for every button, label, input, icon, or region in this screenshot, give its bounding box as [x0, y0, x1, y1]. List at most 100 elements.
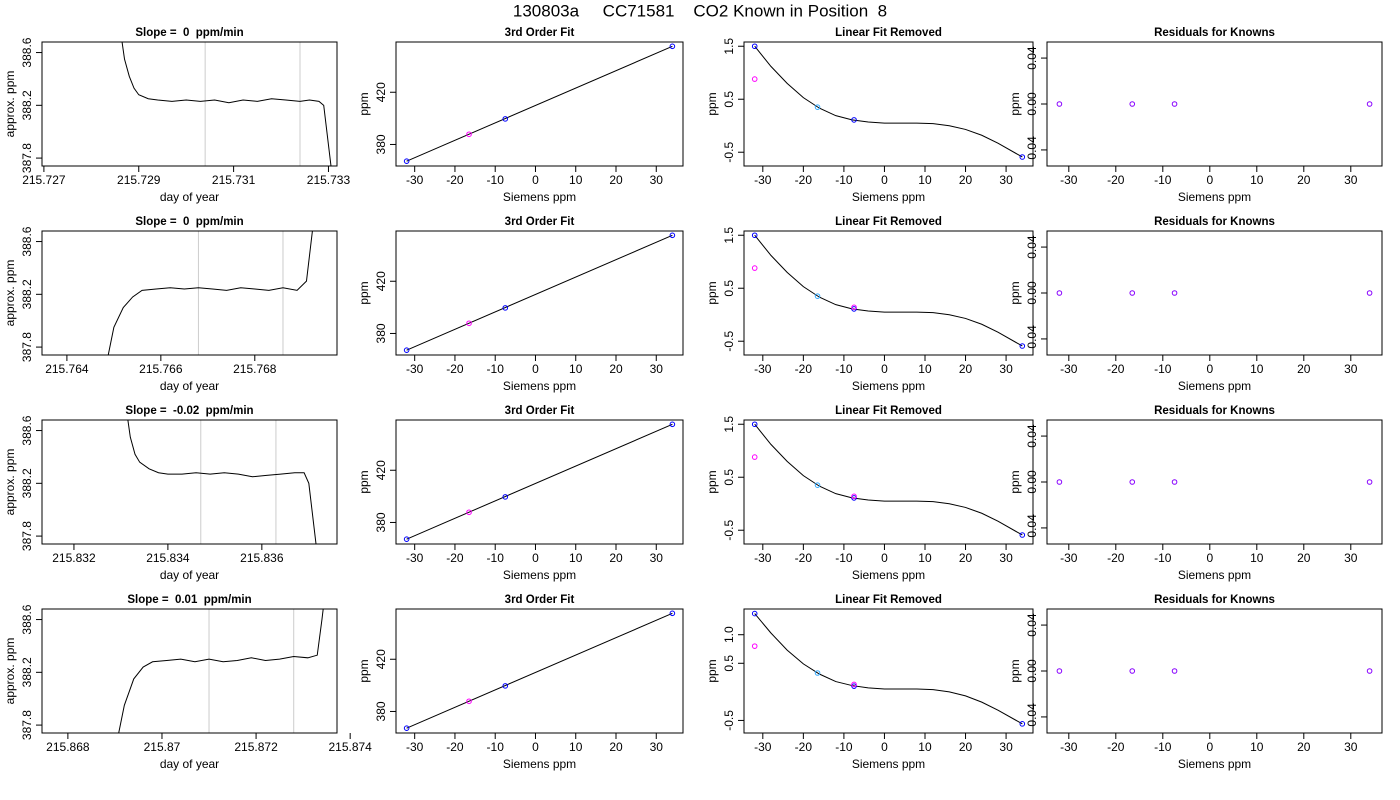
x-tick-label: 30 [999, 740, 1013, 754]
y-axis-label: ppm [705, 470, 719, 493]
plot-frame [395, 419, 684, 545]
data-point [1129, 479, 1136, 485]
x-tick-label: 0 [532, 551, 539, 565]
panel-title: Slope = 0 ppm/min [135, 27, 243, 39]
x-tick-label: -20 [446, 173, 464, 187]
data-point [1019, 532, 1026, 538]
y-tick-label: 0.5 [722, 655, 736, 672]
data-line [754, 423, 1023, 536]
x-tick-label: 20 [609, 551, 623, 565]
data-line [754, 234, 1023, 347]
data-point [751, 454, 758, 460]
y-tick-label: 420 [374, 271, 388, 291]
panel: Slope = -0.02 ppm/min day of year approx. … [3, 405, 338, 582]
plot-frame [743, 608, 1034, 734]
data-line [406, 612, 673, 729]
x-tick-label: 20 [959, 173, 973, 187]
panel-title: Residuals for Knowns [1154, 216, 1275, 228]
y-axis-label: ppm [357, 92, 371, 115]
panel-title: Slope = 0 ppm/min [135, 216, 243, 228]
x-tick-label: -10 [487, 173, 505, 187]
data-line [406, 423, 673, 540]
x-tick-label: 10 [569, 551, 583, 565]
x-tick-label: -30 [1060, 551, 1078, 565]
plot-area [1056, 668, 1373, 674]
plot-area [403, 43, 676, 164]
x-tick-label: 215.868 [46, 740, 90, 754]
y-tick-label: -0.04 [1025, 703, 1039, 731]
data-point [751, 643, 758, 649]
panel: Residuals for Knowns Siemens ppm ppm -30 -20… [1008, 27, 1383, 204]
plot-area [118, 609, 324, 733]
y-axis-label: ppm [1008, 470, 1022, 493]
y-tick-label: 388.6 [20, 37, 34, 67]
panel: Linear Fit Removed Siemens ppm ppm -30 -20 -1… [705, 405, 1034, 582]
y-tick-label: 0.04 [1025, 613, 1039, 637]
y-tick-label: 0.00 [1025, 281, 1039, 305]
data-line [121, 42, 332, 166]
data-line [118, 609, 324, 733]
x-tick-label: 215.766 [139, 362, 183, 376]
x-tick-label: 20 [959, 740, 973, 754]
x-tick-label: -20 [446, 362, 464, 376]
x-tick-label: -10 [1154, 551, 1172, 565]
y-tick-label: 0.5 [722, 91, 736, 108]
x-tick-label: -10 [835, 551, 853, 565]
data-point [669, 421, 676, 428]
plot-area [751, 610, 1026, 727]
data-point [669, 43, 676, 50]
plot-area [751, 232, 1026, 349]
y-tick-label: 380 [374, 323, 388, 343]
data-point [1129, 290, 1136, 296]
y-tick-label: 388.2 [20, 657, 34, 687]
plot-area [403, 610, 676, 731]
y-tick-label: 0.5 [722, 469, 736, 486]
data-point [1171, 479, 1178, 485]
x-tick-label: 20 [959, 362, 973, 376]
x-tick-label: -10 [487, 362, 505, 376]
x-tick-label: 10 [1250, 551, 1264, 565]
x-tick-label: 0 [1206, 740, 1213, 754]
figure-title: 130803a CC71581 CO2 Known in Position 8 [513, 1, 887, 20]
x-tick-label: 0 [532, 740, 539, 754]
panel: Slope = 0 ppm/min day of year approx. ppm 2… [3, 216, 338, 393]
x-tick-label: 215.834 [146, 551, 190, 565]
data-point [1056, 101, 1063, 107]
data-point [814, 670, 821, 676]
x-tick-label: 10 [1250, 173, 1264, 187]
x-tick-label: 30 [1344, 173, 1358, 187]
data-point [1129, 668, 1136, 674]
y-tick-label: -0.04 [1025, 514, 1039, 542]
x-tick-label: 215.727 [22, 173, 66, 187]
data-point [466, 320, 472, 327]
x-tick-label: -30 [406, 173, 424, 187]
x-tick-label: 20 [609, 173, 623, 187]
panel-title: Linear Fit Removed [835, 27, 942, 39]
x-tick-label: 215.872 [234, 740, 278, 754]
x-tick-label: -30 [754, 362, 772, 376]
data-point [1171, 290, 1178, 296]
data-point [751, 265, 758, 271]
panel: Residuals for Knowns Siemens ppm ppm -30 -20… [1008, 594, 1383, 771]
x-tick-label: 215.731 [212, 173, 256, 187]
plot-frame [41, 230, 338, 356]
x-tick-label: 10 [1250, 740, 1264, 754]
y-axis-label: approx. ppm [3, 449, 17, 516]
panel-title: 3rd Order Fit [505, 27, 575, 39]
x-axis-label: day of year [160, 757, 219, 771]
y-tick-label: 388.6 [20, 415, 34, 445]
data-point [502, 683, 509, 689]
data-line [107, 231, 313, 355]
panel: Residuals for Knowns Siemens ppm ppm -30 -20… [1008, 216, 1383, 393]
panel: Slope = 0 ppm/min day of year approx. ppm 2… [3, 27, 350, 204]
data-point [751, 421, 758, 428]
data-point [1019, 154, 1026, 160]
data-point [403, 158, 410, 164]
x-tick-label: -30 [754, 173, 772, 187]
x-tick-label: 30 [1344, 362, 1358, 376]
x-tick-label: 215.729 [117, 173, 161, 187]
data-point [751, 610, 758, 617]
plot-area [751, 43, 1026, 160]
x-axis-label: Siemens ppm [503, 757, 576, 771]
data-point [502, 116, 509, 122]
